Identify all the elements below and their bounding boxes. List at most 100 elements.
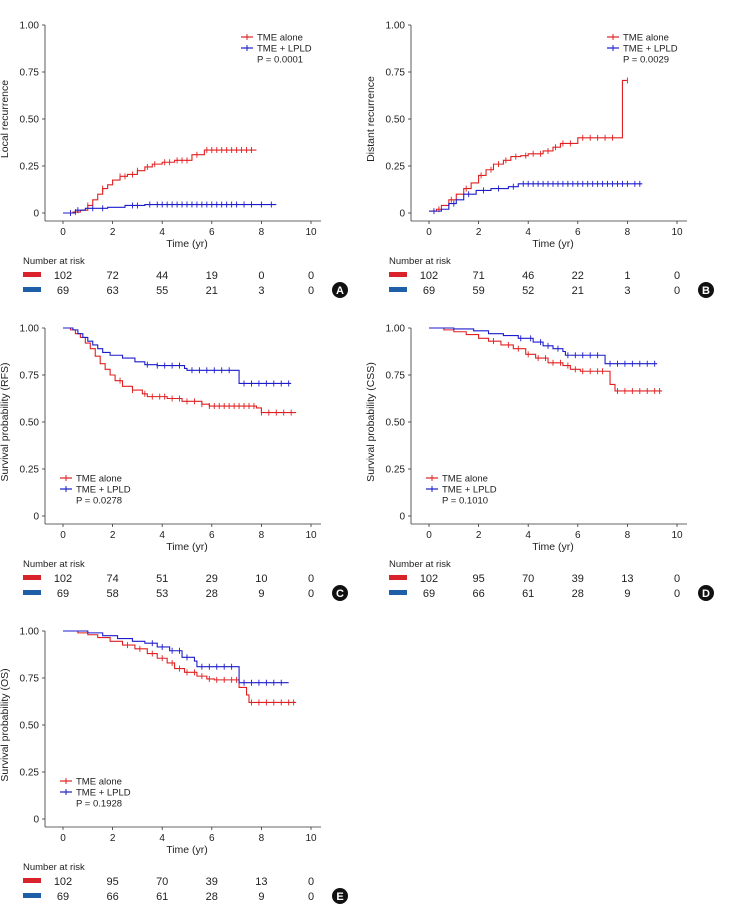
risk-count: 19 <box>206 270 218 282</box>
x-tick-label: 8 <box>625 227 631 238</box>
risk-count: 53 <box>156 588 168 600</box>
legend-label-tme-alone: TME alone <box>76 474 122 485</box>
x-tick-label: 6 <box>209 833 215 844</box>
risk-count: 70 <box>522 573 534 585</box>
y-tick-label: 0.50 <box>20 115 40 126</box>
risk-count: 13 <box>621 573 633 585</box>
risk-header: Number at risk <box>23 256 85 267</box>
y-axis-label: Local recurrence <box>0 80 11 158</box>
y-axis-label: Distant recurrence <box>365 76 377 162</box>
risk-count: 70 <box>156 876 168 888</box>
legend-label-tme-lpld: TME + LPLD <box>442 485 497 496</box>
y-axis-label: Survival probability (OS) <box>0 668 11 781</box>
p-value: P = 0.0029 <box>623 55 669 66</box>
x-tick-label: 10 <box>305 227 317 238</box>
risk-header: Number at risk <box>23 559 85 570</box>
risk-count: 3 <box>258 285 264 297</box>
risk-count: 74 <box>106 573 118 585</box>
curve-tme-alone <box>429 327 663 392</box>
risk-swatch-tme-lpld <box>23 590 41 595</box>
y-tick-label: 0 <box>33 209 39 220</box>
risk-count: 69 <box>423 588 435 600</box>
x-tick-label: 8 <box>625 530 631 541</box>
risk-count: 1 <box>624 270 630 282</box>
risk-count: 13 <box>255 876 267 888</box>
risk-count: 71 <box>472 270 484 282</box>
p-value: P = 0.0001 <box>257 55 303 66</box>
legend-label-tme-alone: TME alone <box>623 33 669 44</box>
y-tick-label: 0 <box>33 512 39 523</box>
risk-count: 66 <box>106 891 118 903</box>
panel-badge-label: E <box>336 891 343 903</box>
risk-count: 28 <box>206 891 218 903</box>
x-axis-label: Time (yr) <box>532 238 574 250</box>
x-axis-label: Time (yr) <box>166 541 208 553</box>
y-tick-label: 1.00 <box>20 324 40 335</box>
risk-count: 51 <box>156 573 168 585</box>
x-tick-label: 6 <box>575 530 581 541</box>
panel-c: 0 0.25 0.50 0.75 1.00 0 2 4 6 8 10 Time (yr) Surviva… <box>0 324 348 601</box>
risk-count: 72 <box>106 270 118 282</box>
panel-badge-label: D <box>702 588 710 600</box>
x-axis-label: Time (yr) <box>166 844 208 856</box>
legend-label-tme-lpld: TME + LPLD <box>257 44 312 55</box>
risk-swatch-tme-lpld <box>389 287 407 292</box>
y-tick-label: 0.50 <box>20 721 40 732</box>
risk-swatch-tme-alone <box>23 575 41 580</box>
x-tick-label: 6 <box>209 227 215 238</box>
x-tick-label: 4 <box>525 227 531 238</box>
y-tick-label: 0.50 <box>386 115 406 126</box>
panel-badge <box>332 585 348 601</box>
x-tick-label: 10 <box>671 530 683 541</box>
risk-count: 63 <box>106 285 118 297</box>
x-tick-label: 2 <box>476 227 482 238</box>
risk-count: 102 <box>54 876 72 888</box>
risk-count: 0 <box>308 876 314 888</box>
risk-count: 102 <box>54 270 72 282</box>
risk-count: 9 <box>258 588 264 600</box>
x-tick-label: 10 <box>305 530 317 541</box>
legend-label-tme-alone: TME alone <box>257 33 303 44</box>
risk-count: 95 <box>472 573 484 585</box>
risk-count: 0 <box>308 270 314 282</box>
panel-badge <box>332 282 348 298</box>
risk-count: 0 <box>674 270 680 282</box>
risk-swatch-tme-alone <box>389 575 407 580</box>
x-tick-label: 2 <box>110 833 116 844</box>
legend-label-tme-alone: TME alone <box>76 777 122 788</box>
risk-count: 0 <box>674 588 680 600</box>
y-tick-label: 0.25 <box>20 465 40 476</box>
x-tick-label: 4 <box>159 530 165 541</box>
y-tick-label: 0.50 <box>20 418 40 429</box>
risk-count: 0 <box>674 285 680 297</box>
risk-count: 28 <box>572 588 584 600</box>
y-axis-label: Survival probability (CSS) <box>365 362 377 482</box>
panel-a: 0 0.25 0.50 0.75 1.00 0 2 4 6 8 10 Time (yr) Local r… <box>0 21 348 298</box>
curve-tme-lpld <box>63 630 289 684</box>
y-tick-label: 0 <box>399 512 405 523</box>
y-tick-label: 0 <box>399 209 405 220</box>
x-tick-label: 0 <box>60 530 66 541</box>
p-value: P = 0.1010 <box>442 496 488 507</box>
risk-count: 52 <box>522 285 534 297</box>
x-tick-label: 2 <box>476 530 482 541</box>
risk-count: 0 <box>308 285 314 297</box>
x-tick-label: 0 <box>426 227 432 238</box>
risk-swatch-tme-alone <box>23 878 41 883</box>
y-tick-label: 0.75 <box>20 371 40 382</box>
risk-swatch-tme-alone <box>23 272 41 277</box>
panel-badge-label: A <box>336 285 344 297</box>
y-tick-label: 0 <box>33 815 39 826</box>
y-tick-label: 0.25 <box>386 465 406 476</box>
risk-count: 102 <box>420 270 438 282</box>
y-tick-label: 1.00 <box>20 21 40 32</box>
risk-count: 39 <box>206 876 218 888</box>
risk-count: 29 <box>206 573 218 585</box>
legend-label-tme-alone: TME alone <box>442 474 488 485</box>
risk-swatch-tme-lpld <box>389 590 407 595</box>
curve-tme-alone <box>63 149 257 214</box>
curve-tme-lpld <box>63 327 292 385</box>
y-tick-label: 0.75 <box>386 68 406 79</box>
